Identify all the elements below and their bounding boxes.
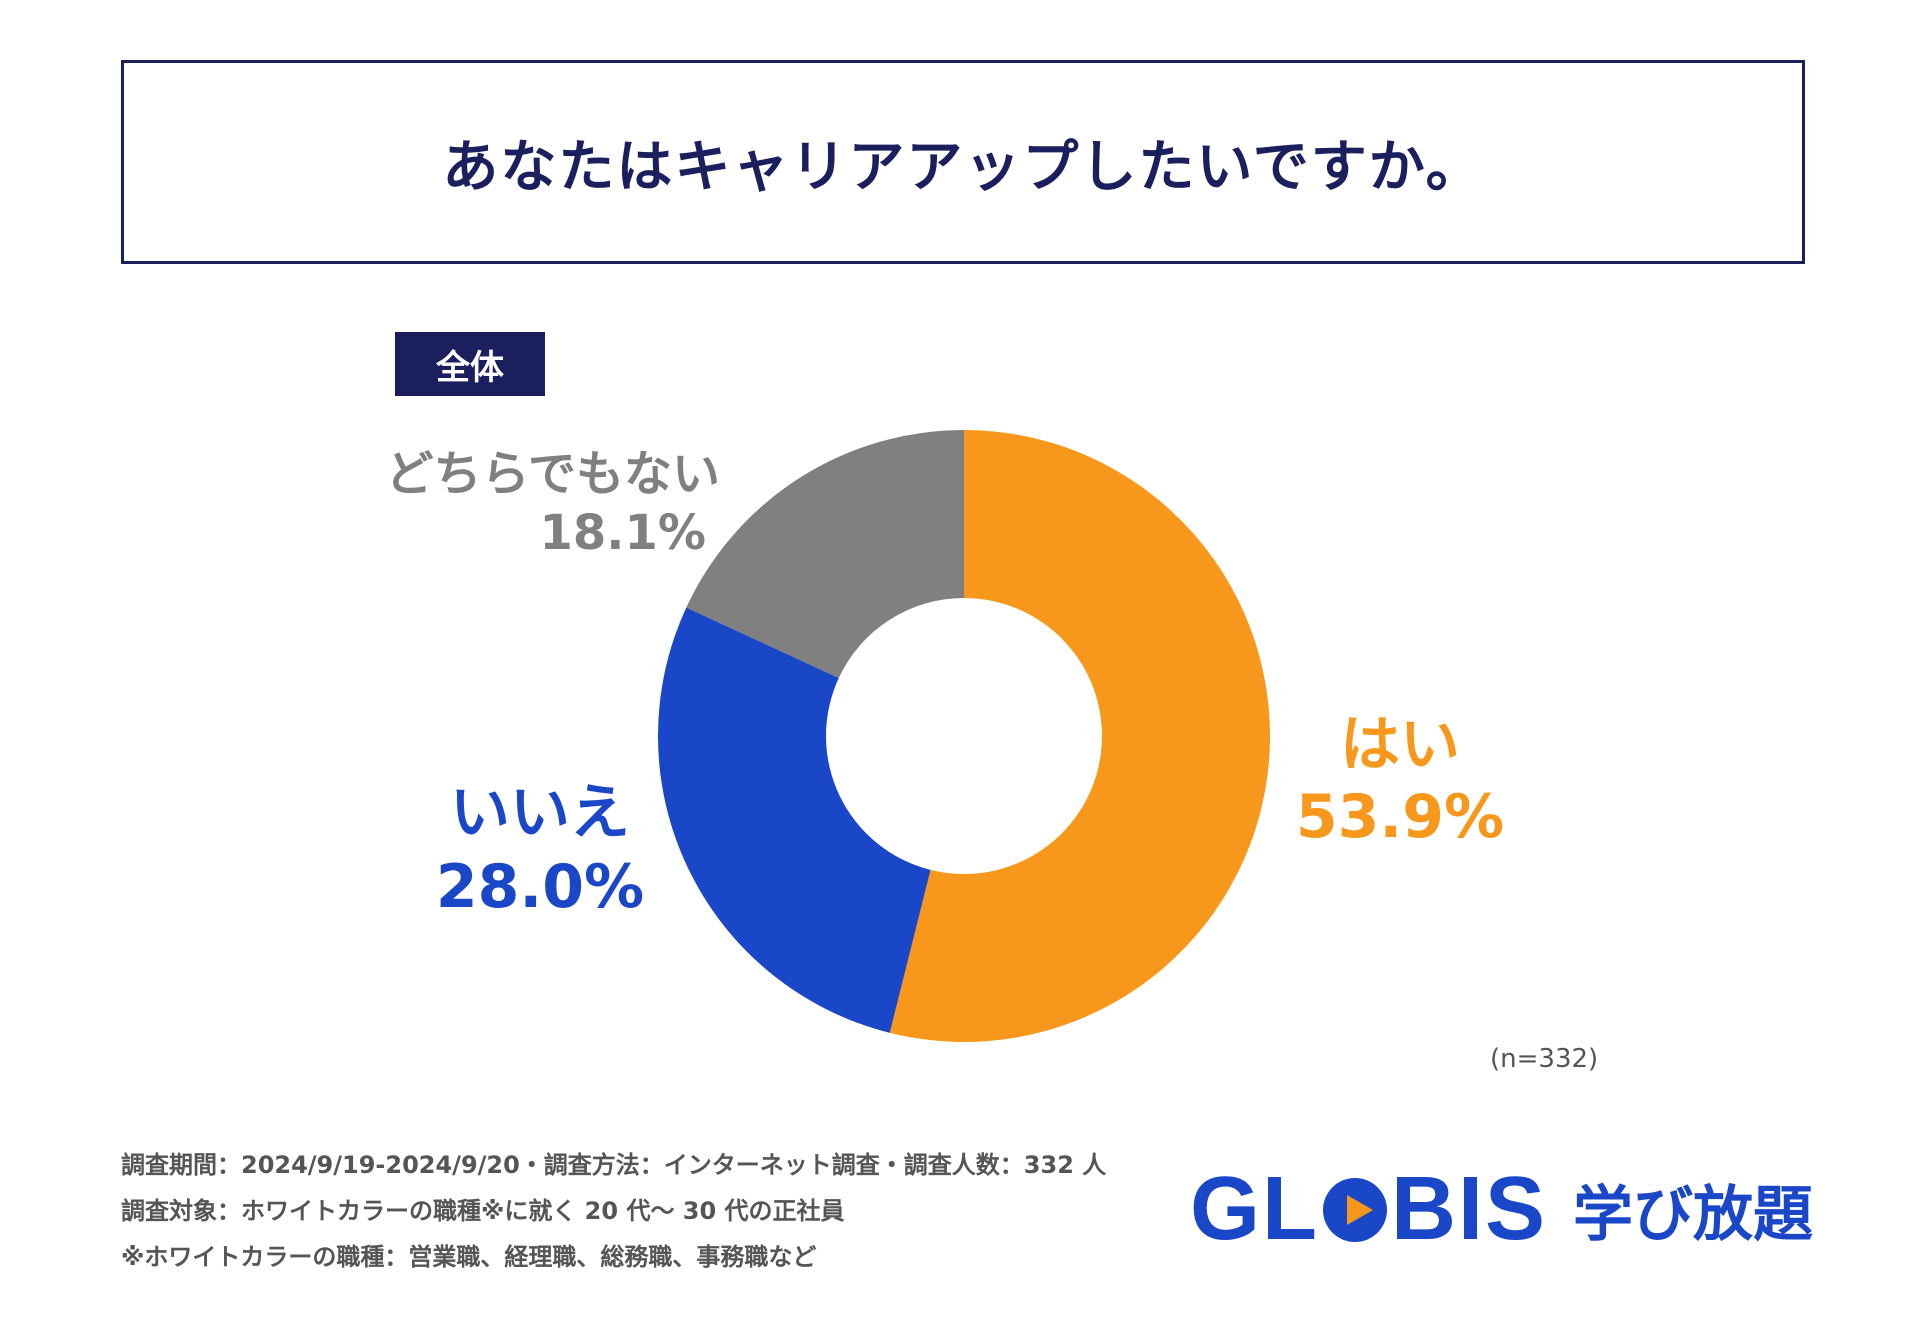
label-yes: はい 53.9% xyxy=(1290,712,1510,850)
slice-no xyxy=(657,607,931,1033)
label-neither: どちらでもない 18.1% xyxy=(340,448,720,560)
sample-size-note: (n=332) xyxy=(1490,1044,1599,1074)
footnote-target: 調査対象：ホワイトカラーの職種※に就く 20 代〜 30 代の正社員 xyxy=(121,1197,845,1225)
play-icon xyxy=(1322,1177,1387,1242)
footnote-definition: ※ホワイトカラーの職種：営業職、経理職、総務職、事務職など xyxy=(121,1243,817,1271)
label-no: いいえ 28.0% xyxy=(420,780,660,920)
logo-brand-left: GL xyxy=(1190,1159,1319,1259)
logo-brand-right: BIS xyxy=(1390,1159,1548,1259)
label-no-category: いいえ xyxy=(450,778,630,848)
slice-neither xyxy=(686,430,964,679)
label-neither-value: 18.1% xyxy=(539,504,706,561)
globis-logo: GL BIS 学び放題 xyxy=(1190,1158,1813,1261)
label-yes-category: はい xyxy=(1340,710,1460,780)
label-neither-category: どちらでもない xyxy=(385,446,720,502)
chart-title: あなたはキャリアアップしたいですか。 xyxy=(442,134,1484,200)
logo-wordmark: GL BIS xyxy=(1190,1158,1547,1261)
label-yes-value: 53.9% xyxy=(1295,782,1505,852)
logo-subtitle: 学び放題 xyxy=(1573,1180,1814,1250)
survey-footnotes: 調査期間：2024/9/19-2024/9/20・調査方法：インターネット調査・… xyxy=(121,1142,1106,1280)
label-no-value: 28.0% xyxy=(435,852,645,922)
segment-badge: 全体 xyxy=(395,332,545,396)
slice-yes xyxy=(889,430,1270,1042)
footnote-period: 調査期間：2024/9/19-2024/9/20・調査方法：インターネット調査・… xyxy=(121,1151,1107,1179)
title-box: あなたはキャリアアップしたいですか。 xyxy=(121,60,1805,264)
